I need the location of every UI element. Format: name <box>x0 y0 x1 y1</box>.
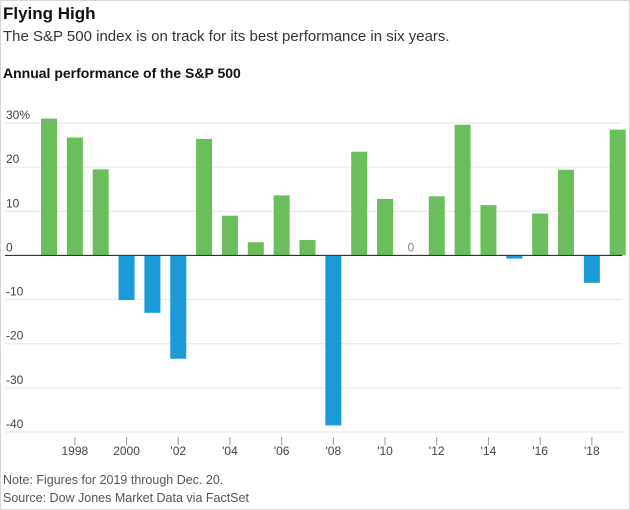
bar-2004 <box>221 215 238 256</box>
x-tick-label: '18 <box>584 444 600 458</box>
data-label-2011: 0 <box>408 240 415 254</box>
bar-2016 <box>532 213 549 256</box>
bar-2010 <box>377 198 394 256</box>
chart-title: Annual performance of the S&P 500 <box>3 65 241 81</box>
bar-2009 <box>351 151 368 256</box>
bar-2005 <box>247 242 264 256</box>
bar-1998 <box>66 137 83 256</box>
bar-1997 <box>41 118 57 256</box>
bar-2013 <box>454 124 471 256</box>
bar-2017 <box>558 169 574 256</box>
page-subtitle: The S&P 500 index is on track for its be… <box>3 28 450 45</box>
bar-2018 <box>583 255 600 283</box>
y-tick-label: -40 <box>6 417 24 431</box>
bar-2006 <box>273 195 290 256</box>
x-tick-label: '02 <box>170 444 186 458</box>
y-tick-label: 30% <box>6 108 30 122</box>
x-tick-label: '06 <box>274 444 290 458</box>
x-tick-label: '04 <box>222 444 238 458</box>
y-tick-label: -10 <box>6 285 24 299</box>
x-tick-label: '08 <box>326 444 342 458</box>
bar-2003 <box>196 138 213 256</box>
bar-chart: 30% 20 10 0 -10 -20 -30 -40 1998 2000 '02 '04 '06 '0… <box>5 108 626 458</box>
x-tick-label: '14 <box>481 444 497 458</box>
bar-2008 <box>325 255 342 426</box>
bar-2001 <box>144 255 161 313</box>
x-tick-label: '16 <box>532 444 548 458</box>
bar-2015 <box>506 255 523 259</box>
y-tick-label: 10 <box>6 196 20 210</box>
y-tick-label: -30 <box>6 373 24 387</box>
chart-note: Note: Figures for 2019 through Dec. 20. <box>3 473 224 487</box>
bars <box>41 118 626 426</box>
y-tick-label: 0 <box>6 240 13 254</box>
bar-2007 <box>299 239 316 256</box>
x-tick-label: '12 <box>429 444 445 458</box>
bar-2014 <box>480 205 497 256</box>
bar-2000 <box>118 255 135 301</box>
bar-2012 <box>428 196 445 256</box>
x-tick-label: '10 <box>377 444 393 458</box>
x-axis-ticks: 1998 2000 '02 '04 '06 '08 '10 '12 '14 '16 '18 <box>61 437 600 458</box>
y-axis-ticks: 30% 20 10 0 -10 -20 -30 -40 <box>6 108 30 431</box>
page-title: Flying High <box>3 4 96 23</box>
x-tick-label: 2000 <box>113 444 140 458</box>
bar-2019 <box>609 129 626 256</box>
x-tick-label: 1998 <box>61 444 88 458</box>
bar-1999 <box>92 169 109 256</box>
bar-2002 <box>170 255 187 359</box>
y-tick-label: 20 <box>6 152 20 166</box>
y-tick-label: -20 <box>6 329 24 343</box>
chart-source: Source: Dow Jones Market Data via FactSe… <box>3 491 249 505</box>
data-labels: 0 <box>408 240 415 254</box>
